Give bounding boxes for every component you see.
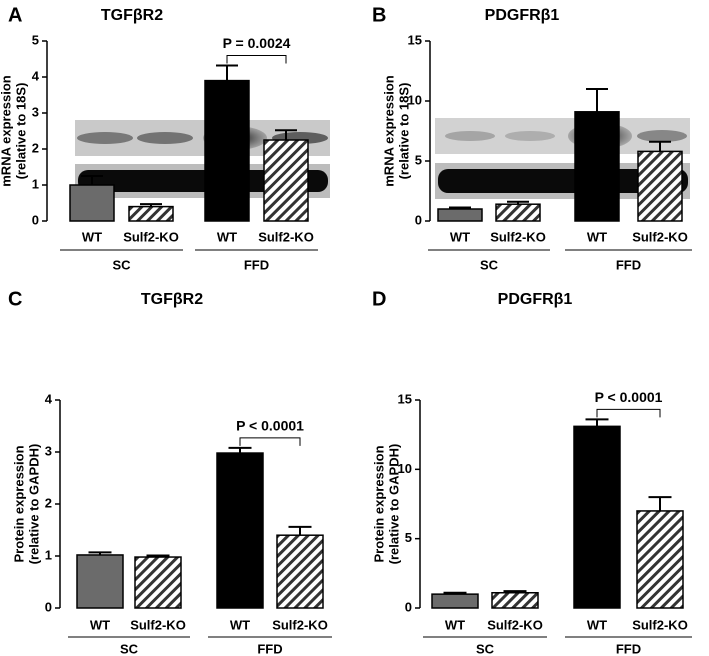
error-bar — [275, 129, 297, 140]
group-label: FFD — [616, 257, 641, 272]
p-value: P < 0.0001 — [595, 389, 663, 405]
error-bar — [288, 525, 312, 536]
error-bar — [449, 206, 471, 209]
error-bar — [88, 551, 112, 555]
error-bar — [585, 418, 609, 427]
x-tick-label: Sulf2-KO — [632, 229, 688, 244]
panel-letter: D — [372, 288, 386, 310]
y-tick-label: 5 — [32, 32, 39, 47]
bar — [491, 591, 539, 609]
y-tick-label: 3 — [32, 104, 39, 119]
group-label: SC — [112, 257, 131, 272]
error-bar — [507, 200, 529, 205]
bar — [276, 534, 324, 609]
bar — [637, 150, 683, 222]
panel-letter: A — [8, 4, 22, 26]
y-tick-label: 5 — [405, 530, 412, 545]
chart-title: TGFβR2 — [141, 291, 203, 308]
x-tick-label: Sulf2-KO — [487, 617, 543, 632]
y-axis-label: Protein expression — [11, 445, 26, 562]
error-bar — [586, 88, 608, 112]
y-tick-label: 5 — [415, 152, 422, 167]
x-tick-label: WT — [82, 229, 102, 244]
bar — [263, 139, 309, 222]
x-tick-label: Sulf2-KO — [258, 229, 314, 244]
y-tick-label: 1 — [45, 547, 52, 562]
x-tick-label: WT — [90, 617, 110, 632]
y-tick-label: 10 — [408, 92, 422, 107]
bar — [76, 554, 124, 609]
panel-letter: C — [8, 288, 22, 310]
y-tick-label: 10 — [398, 461, 412, 476]
p-value: P < 0.0001 — [236, 418, 304, 434]
x-tick-label: Sulf2-KO — [490, 229, 546, 244]
significance-bracket — [239, 437, 301, 446]
error-bar — [140, 203, 162, 207]
bar — [69, 184, 115, 222]
y-tick-label: 2 — [32, 140, 39, 155]
y-tick-label: 3 — [45, 443, 52, 458]
y-tick-label: 15 — [408, 32, 422, 47]
x-tick-label: WT — [587, 617, 607, 632]
y-tick-label: 1 — [32, 176, 39, 191]
bar — [216, 452, 264, 609]
group-label: FFD — [257, 641, 282, 656]
group-label: SC — [476, 641, 495, 656]
bar — [134, 556, 182, 609]
error-bar — [228, 446, 252, 454]
x-tick-label: WT — [230, 617, 250, 632]
error-bar — [503, 590, 527, 593]
y-axis-label: (relative to GAPDH) — [386, 444, 401, 565]
x-tick-label: WT — [587, 229, 607, 244]
bar — [431, 593, 479, 609]
group-label: SC — [120, 641, 139, 656]
significance-bracket — [596, 408, 661, 418]
error-bar — [649, 140, 671, 152]
error-bar — [146, 554, 170, 558]
y-tick-label: 0 — [32, 212, 39, 227]
x-tick-label: WT — [217, 229, 237, 244]
y-axis-label: Protein expression — [371, 445, 386, 562]
x-tick-label: Sulf2-KO — [272, 617, 328, 632]
chart-title: TGFβR2 — [101, 7, 163, 24]
bar — [204, 79, 250, 222]
error-bar — [81, 175, 103, 185]
error-bar — [443, 591, 467, 595]
group-label: FFD — [616, 641, 641, 656]
x-tick-label: WT — [445, 617, 465, 632]
bar — [128, 205, 174, 222]
x-tick-label: Sulf2-KO — [632, 617, 688, 632]
significance-bracket — [226, 54, 287, 64]
bar — [574, 111, 620, 222]
chart-title: PDGFRβ1 — [485, 7, 560, 24]
x-tick-label: WT — [450, 229, 470, 244]
y-axis-label: mRNA expression — [381, 75, 396, 187]
bar — [437, 208, 483, 222]
error-bar — [216, 64, 238, 81]
x-tick-label: Sulf2-KO — [130, 617, 186, 632]
y-axis-label: (relative to GAPDH) — [26, 444, 41, 565]
y-axis-label: (relative to 18S) — [13, 83, 28, 180]
y-tick-label: 0 — [405, 599, 412, 614]
error-bar — [648, 496, 672, 511]
y-axis-label: (relative to 18S) — [396, 83, 411, 180]
y-tick-label: 0 — [45, 599, 52, 614]
y-tick-label: 2 — [45, 495, 52, 510]
group-label: SC — [480, 257, 499, 272]
y-tick-label: 15 — [398, 391, 412, 406]
y-axis-label: mRNA expression — [0, 75, 13, 187]
y-tick-label: 4 — [45, 391, 53, 406]
panel-letter: B — [372, 4, 386, 26]
group-label: FFD — [244, 257, 269, 272]
p-value: P = 0.0024 — [223, 35, 291, 51]
bar — [495, 203, 541, 222]
chart-title: PDGFRβ1 — [498, 291, 573, 308]
bar — [573, 425, 621, 609]
y-tick-label: 4 — [32, 68, 40, 83]
x-tick-label: Sulf2-KO — [123, 229, 179, 244]
y-tick-label: 0 — [415, 212, 422, 227]
bar — [636, 510, 684, 609]
